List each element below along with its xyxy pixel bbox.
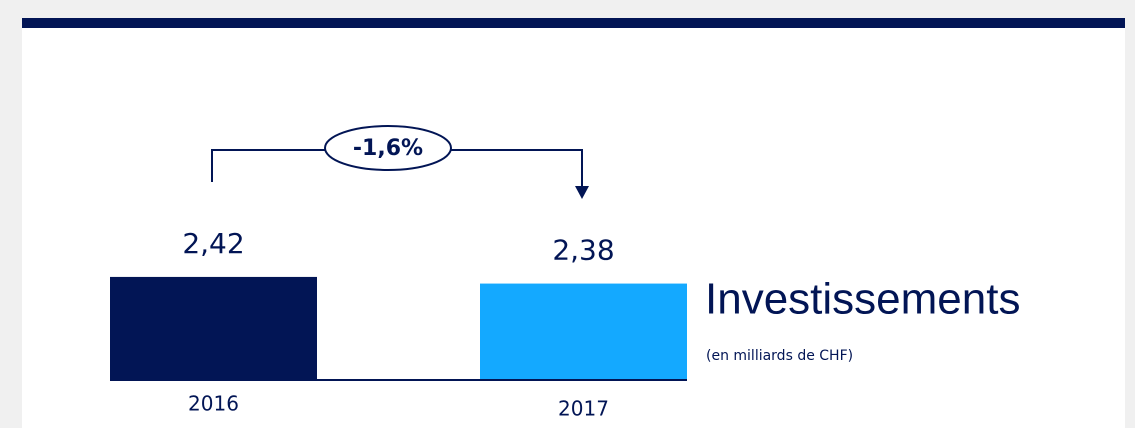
change-bracket <box>211 125 583 190</box>
chart-subtitle: (en milliards de CHF) <box>706 348 853 364</box>
arrow-head <box>575 186 589 199</box>
annotation-ellipse <box>324 125 452 171</box>
annotation: -1,6% <box>353 136 423 161</box>
bar <box>480 283 687 380</box>
bracket-right <box>450 149 583 190</box>
chart-title: Investissements <box>705 275 1020 324</box>
value-label: 2,42 <box>182 227 244 260</box>
x-tick-label: 2017 <box>558 397 609 421</box>
header-bar <box>22 18 1125 28</box>
bar <box>110 276 317 380</box>
x-tick-label: 2016 <box>188 392 239 416</box>
value-label: 2,38 <box>552 234 614 267</box>
bracket-left <box>211 149 326 182</box>
